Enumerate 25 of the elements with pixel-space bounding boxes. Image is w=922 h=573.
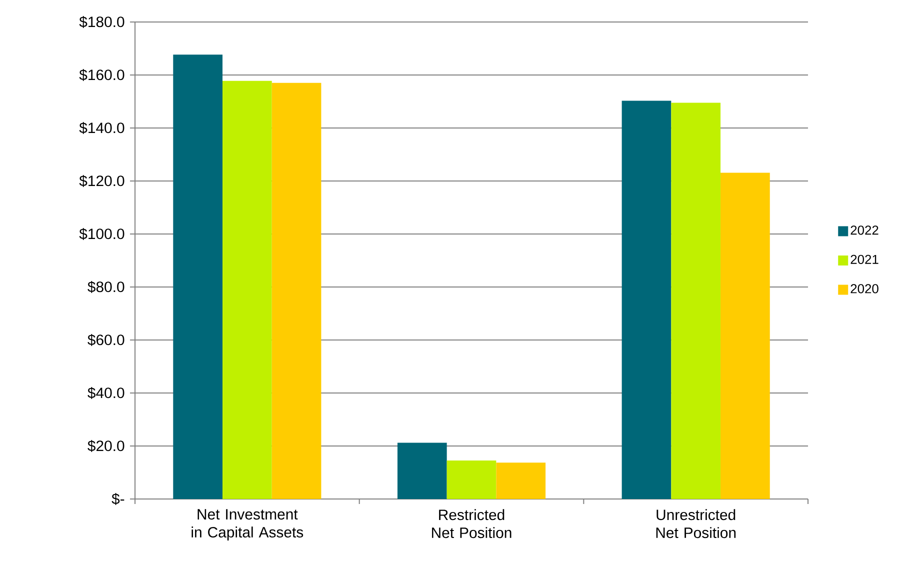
bar: [222, 80, 272, 499]
bar: [272, 82, 322, 499]
bar: [397, 442, 447, 499]
bar: [496, 462, 546, 499]
y-tick-label: $-: [112, 492, 124, 506]
y-tick-label: $40.0: [88, 386, 124, 400]
y-tick-label: $120.0: [79, 174, 124, 188]
bar: [173, 54, 222, 499]
y-tick-label: $140.0: [79, 122, 124, 134]
legend-label: 2022: [850, 226, 878, 235]
bar: [720, 172, 770, 499]
y-tick-label: $80.0: [88, 280, 124, 294]
legend-label: 2020: [850, 284, 878, 294]
bar: [446, 460, 496, 499]
x-tick-label: Unrestricted Net Position: [656, 509, 736, 538]
y-tick-label: $100.0: [79, 228, 124, 240]
y-tick-label: $60.0: [88, 334, 124, 346]
x-tick-label: Net Investment in Capital Assets: [192, 509, 304, 540]
bar: [622, 100, 672, 499]
x-tick-label: Restricted Net Position: [432, 509, 512, 538]
y-tick-label: $160.0: [79, 68, 124, 82]
y-tick-label: $20.0: [88, 440, 124, 452]
y-tick-label: $180.0: [79, 16, 124, 28]
bar: [671, 102, 721, 499]
legend-label: 2021: [850, 254, 878, 264]
